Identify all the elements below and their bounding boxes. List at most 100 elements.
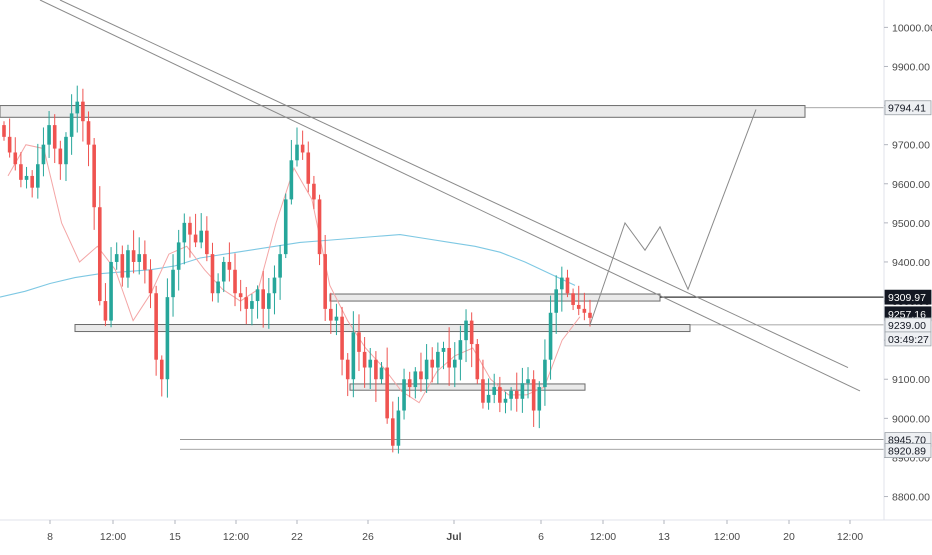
- candle-body: [238, 293, 243, 298]
- trendline-lower[interactable]: [59, 0, 849, 368]
- candle-body: [255, 289, 260, 302]
- candle-body: [182, 222, 187, 243]
- price-tick-label: 9600.00: [892, 179, 930, 191]
- candle-body: [41, 144, 46, 165]
- candle-body: [137, 254, 142, 262]
- candle-body: [503, 398, 508, 403]
- candle-body: [176, 242, 181, 270]
- zones-layer: [0, 105, 806, 391]
- candle-body: [351, 332, 356, 380]
- time-tick-label: 6: [538, 531, 544, 543]
- support-zone-low[interactable]: [349, 383, 586, 391]
- candle-body: [430, 359, 435, 368]
- time-tick-label: 20: [783, 531, 795, 543]
- resistance-zone-mid[interactable]: [329, 293, 661, 302]
- candle-body: [481, 379, 485, 403]
- time-tick-label: 15: [169, 531, 181, 543]
- trendline-upper[interactable]: [39, 0, 861, 392]
- candle-body: [419, 371, 423, 380]
- price-tick-label: 9700.00: [892, 140, 930, 152]
- candle-body: [537, 387, 542, 411]
- candle-body: [295, 144, 299, 161]
- trendlines-layer[interactable]: [39, 0, 861, 392]
- candle-body: [526, 379, 530, 384]
- candle-body: [19, 164, 23, 180]
- candle-body: [379, 367, 384, 380]
- candle-body: [486, 394, 491, 403]
- candle-body: [244, 297, 249, 309]
- time-tick-label: 13: [658, 531, 670, 543]
- candle-body: [306, 152, 311, 184]
- candle-body: [143, 254, 147, 270]
- candle-body: [283, 199, 288, 255]
- price-tick-label: 10000.00: [892, 22, 932, 34]
- candle-body: [560, 277, 564, 290]
- candle-body: [571, 293, 575, 305]
- candle-body: [165, 297, 170, 380]
- candle-body: [221, 261, 226, 282]
- time-tick-label: 8: [47, 531, 53, 543]
- candle-body: [565, 277, 570, 294]
- candle-body: [300, 144, 305, 153]
- price-tick-label: 8800.00: [892, 492, 930, 504]
- candle-body: [30, 175, 34, 188]
- candle-body: [261, 289, 265, 309]
- candle-body: [58, 148, 63, 165]
- candle-body: [171, 269, 175, 298]
- price-tick-label: 9400.00: [892, 257, 930, 269]
- price-tick-label: 9500.00: [892, 218, 930, 230]
- candle-body: [509, 390, 513, 399]
- price-label-text: 9309.97: [888, 292, 926, 304]
- projection-path[interactable]: [589, 109, 757, 326]
- candle-body: [334, 316, 339, 321]
- time-tick-label: 12:00: [100, 531, 126, 543]
- candle-body: [520, 383, 525, 399]
- candle-body: [250, 301, 254, 309]
- time-axis[interactable]: 8 12:00 15 12:00 22 26 Jul 6 12:00 13 12:00 20 12:00: [47, 520, 863, 543]
- projection-layer[interactable]: [589, 109, 757, 326]
- price-label-text: 8920.89: [888, 446, 926, 458]
- candle-body: [13, 152, 18, 165]
- time-tick-label: 26: [362, 531, 374, 543]
- candle-body: [424, 359, 429, 380]
- candle-body: [436, 351, 440, 368]
- candle-body: [554, 289, 558, 313]
- candle-body: [126, 250, 130, 278]
- candle-body: [357, 332, 361, 352]
- time-tick-label: 12:00: [714, 531, 740, 543]
- candle-body: [69, 113, 74, 137]
- price-label-box: [884, 331, 932, 347]
- candle-body: [97, 207, 102, 302]
- candle-body: [374, 359, 378, 380]
- candle-body: [543, 359, 547, 388]
- candle-body: [52, 125, 57, 149]
- resistance-zone-top[interactable]: [0, 105, 806, 118]
- candle-body: [588, 312, 592, 318]
- candle-body: [272, 277, 277, 294]
- candle-body: [267, 293, 271, 309]
- candle-body: [103, 301, 108, 321]
- candle-body: [312, 183, 316, 200]
- candle-body: [120, 254, 125, 278]
- price-label-text: 03:49:27: [888, 334, 929, 346]
- candle-body: [289, 160, 294, 200]
- price-tick-label: 9000.00: [892, 413, 930, 425]
- candle-body: [131, 250, 136, 262]
- time-tick-label: 12:00: [837, 531, 863, 543]
- candle-body: [210, 254, 215, 294]
- candle-body: [390, 418, 395, 446]
- candle-body: [216, 281, 220, 294]
- price-label-text: 9239.00: [888, 320, 926, 332]
- price-label-box: [884, 289, 932, 305]
- time-tick-label: 22: [291, 531, 303, 543]
- candle-body: [531, 379, 536, 411]
- candle-body: [2, 125, 6, 137]
- candle-body: [81, 101, 85, 122]
- support-zone-mid[interactable]: [74, 324, 691, 333]
- candle-body: [329, 308, 333, 321]
- candle-body: [159, 359, 164, 380]
- candle-body: [75, 101, 80, 114]
